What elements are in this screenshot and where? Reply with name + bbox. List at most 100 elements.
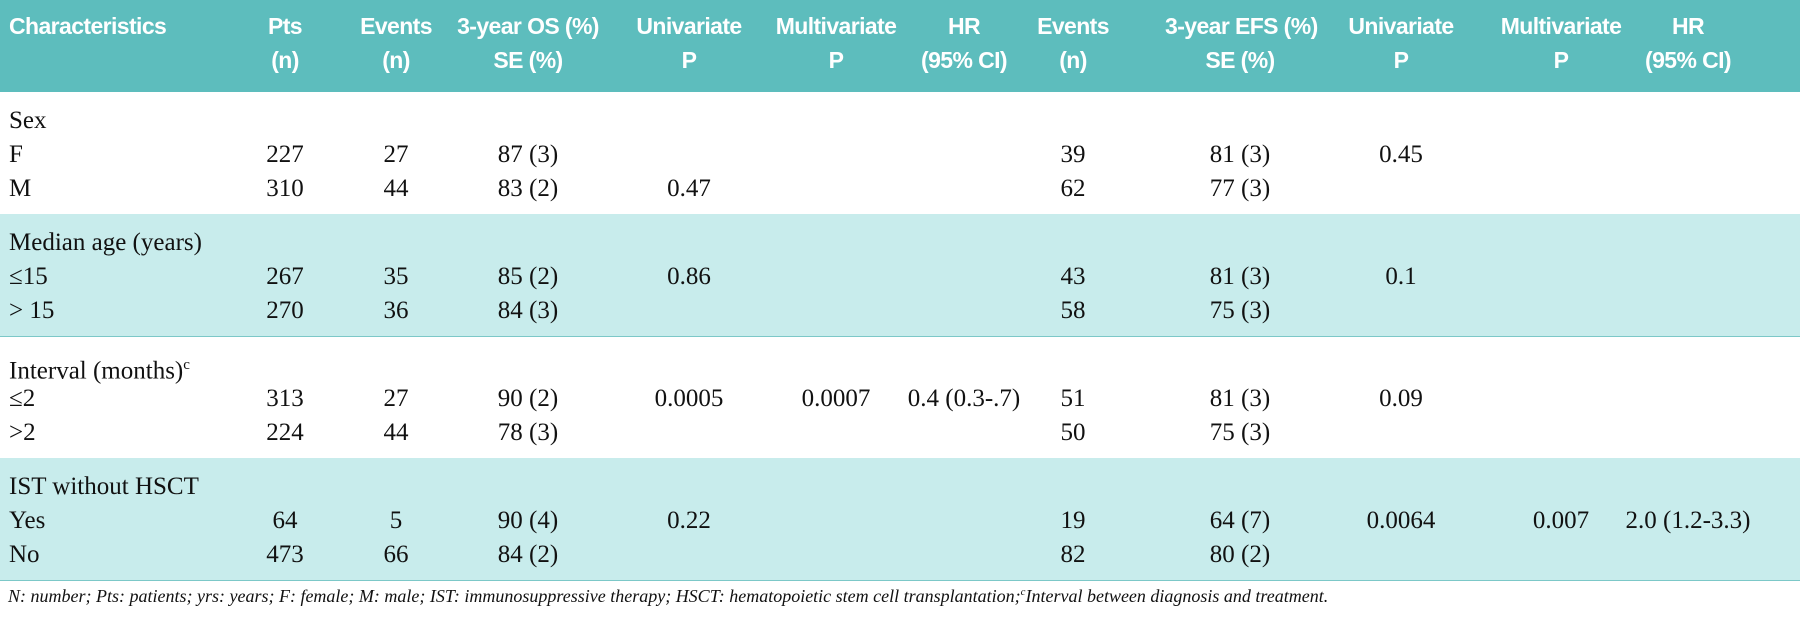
cell: 43 — [1060, 263, 1086, 290]
group-title: Sex — [9, 104, 47, 138]
column-header: HR — [1671, 13, 1705, 39]
row-group: Median age (years) ≤15 267 35 85 (2) 0.86 43 81… — [0, 214, 1800, 336]
column-header: Pts — [268, 13, 303, 39]
cell: 80 (2) — [1209, 541, 1271, 568]
cell: 270 — [266, 297, 304, 324]
column-header: P — [1393, 47, 1409, 73]
cell: 473 — [266, 541, 304, 568]
cell: 90 (4) — [497, 507, 559, 534]
row-group: Interval (months)c ≤2 313 27 90 (2) 0.0005 0.0… — [0, 336, 1800, 458]
column-header: SE (%) — [1205, 47, 1275, 73]
cell: 81 (3) — [1209, 263, 1271, 290]
cell: 0.09 — [1379, 385, 1423, 412]
cell: 36 — [383, 297, 409, 324]
row-group: IST without HSCT Yes 64 5 90 (4) 0.22 19 64 (7)… — [0, 458, 1800, 580]
column-header: 3-year EFS (%) — [1165, 13, 1318, 39]
cell: 19 — [1060, 507, 1086, 534]
group-title-text: IST without HSCT — [9, 473, 199, 500]
cell: 82 — [1060, 541, 1086, 568]
cell: 0.4 (0.3-.7) — [907, 385, 1021, 412]
cell: 227 — [266, 141, 304, 168]
cell: 81 (3) — [1209, 385, 1271, 412]
cell: 75 (3) — [1209, 297, 1271, 324]
column-header: Univariate — [636, 13, 742, 39]
cell: 2.0 (1.2-3.3) — [1625, 507, 1751, 534]
row-group: Sex F 227 27 87 (3) 39 81 (3) 0.45 M 310 44 83 (2) 0… — [0, 92, 1800, 214]
column-header: (n) — [382, 47, 410, 73]
group-title: IST without HSCT — [9, 470, 199, 504]
column-header: 3-year OS (%) — [457, 13, 599, 39]
cell: 310 — [266, 175, 304, 202]
column-header: Multivariate — [775, 13, 897, 39]
cell: 90 (2) — [497, 385, 559, 412]
row-label: Yes — [9, 507, 46, 534]
cell: 0.1 — [1385, 263, 1417, 290]
column-header: HR — [947, 13, 981, 39]
footnote-mark: c — [1020, 586, 1026, 598]
cell: 51 — [1060, 385, 1086, 412]
cell: 75 (3) — [1209, 419, 1271, 446]
row-label: > 15 — [9, 297, 55, 324]
cell: 39 — [1060, 141, 1086, 168]
group-title: Median age (years) — [9, 226, 202, 260]
column-header: P — [681, 47, 697, 73]
cell: 0.0007 — [801, 385, 871, 412]
cell: 84 (3) — [497, 297, 559, 324]
footnote-text: Interval between diagnosis and treatment… — [1025, 586, 1329, 606]
cell: 62 — [1060, 175, 1086, 202]
cell: 313 — [266, 385, 304, 412]
cell: 0.0005 — [654, 385, 724, 412]
column-header: Events — [1037, 13, 1109, 39]
row-label: >2 — [9, 419, 36, 446]
column-header: P — [1553, 47, 1569, 73]
cell: 83 (2) — [497, 175, 559, 202]
cell: 27 — [383, 385, 409, 412]
footnote: N: number; Pts: patients; yrs: years; F:… — [8, 586, 1328, 607]
column-header: (n) — [1059, 47, 1087, 73]
cell: 50 — [1060, 419, 1086, 446]
cell: 77 (3) — [1209, 175, 1271, 202]
row-label: ≤15 — [9, 263, 48, 290]
cell: 87 (3) — [497, 141, 559, 168]
column-header: Multivariate — [1500, 13, 1622, 39]
column-header: SE (%) — [493, 47, 563, 73]
cell: 66 — [383, 541, 409, 568]
cell: 44 — [383, 419, 409, 446]
cell: 267 — [266, 263, 304, 290]
cell: 81 (3) — [1209, 141, 1271, 168]
column-header: Events — [360, 13, 432, 39]
column-header: Characteristics — [9, 13, 167, 39]
cell: 84 (2) — [497, 541, 559, 568]
header-band — [0, 0, 1800, 92]
cell: 0.47 — [667, 175, 711, 202]
group-title-text: Median age (years) — [9, 229, 202, 256]
row-label: M — [9, 175, 32, 202]
cell: 78 (3) — [497, 419, 559, 446]
column-header: (95% CI) — [1645, 47, 1732, 73]
cell: 0.86 — [667, 263, 711, 290]
cell: 85 (2) — [497, 263, 559, 290]
row-label: No — [9, 541, 40, 568]
footnote-text: N: number; Pts: patients; yrs: years; F:… — [8, 586, 1021, 606]
row-label: F — [9, 141, 23, 168]
cell: 64 (7) — [1209, 507, 1271, 534]
group-title: Interval (months)c — [9, 348, 190, 388]
cell: 0.007 — [1532, 507, 1590, 534]
note-mark: c — [183, 357, 190, 373]
separator — [0, 336, 1800, 337]
cell: 64 — [272, 507, 298, 534]
column-header: P — [828, 47, 844, 73]
cell: 0.45 — [1379, 141, 1423, 168]
cell: 0.0064 — [1366, 507, 1436, 534]
cell: 5 — [389, 507, 403, 534]
cell: 35 — [383, 263, 409, 290]
column-header: (n) — [271, 47, 299, 73]
column-header: Univariate — [1348, 13, 1454, 39]
cell: 58 — [1060, 297, 1086, 324]
row-label: ≤2 — [9, 385, 36, 412]
group-title-text: Interval (months) — [9, 357, 184, 385]
cell: 0.22 — [667, 507, 711, 534]
cell: 27 — [383, 141, 409, 168]
group-title-text: Sex — [9, 107, 47, 134]
